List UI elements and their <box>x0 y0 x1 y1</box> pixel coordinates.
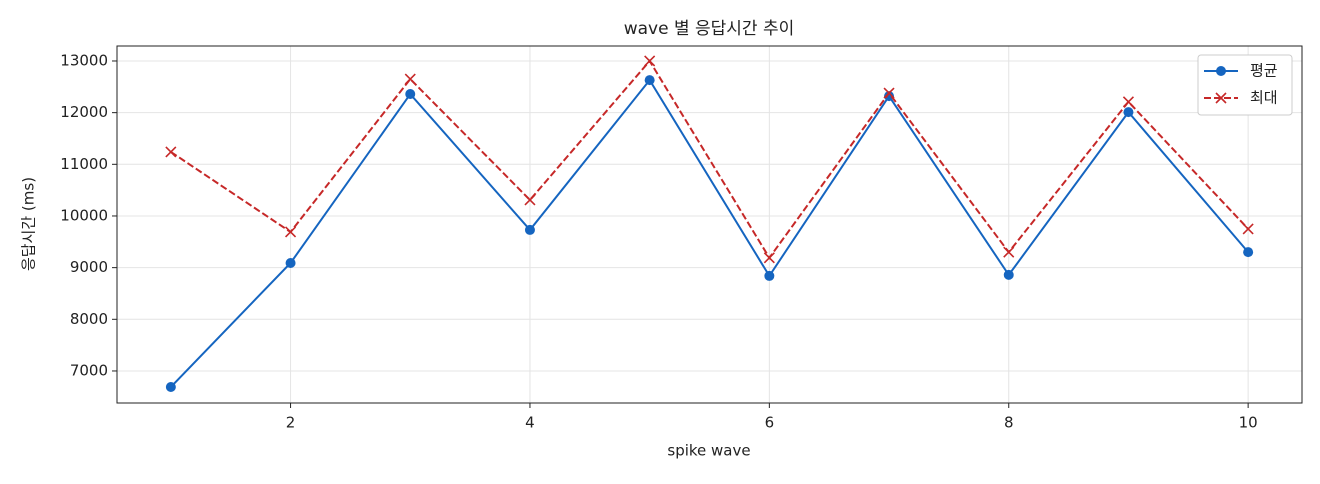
marker <box>1242 223 1254 235</box>
marker <box>524 194 536 206</box>
marker <box>644 55 656 67</box>
legend-box <box>1197 54 1293 116</box>
marker <box>405 89 416 100</box>
marker <box>1123 107 1134 118</box>
marker <box>763 252 775 264</box>
marker <box>1003 246 1015 258</box>
plot-frame <box>116 45 1303 404</box>
legend-label: 평균 <box>1250 62 1278 80</box>
x-tick-label: 2 <box>286 414 296 432</box>
legend-label: 최대 <box>1250 89 1278 107</box>
chart-title: wave 별 응답시간 추이 <box>624 19 795 39</box>
marker <box>404 73 416 85</box>
series-line <box>170 59 1249 260</box>
x-tick-label: 8 <box>1004 414 1014 432</box>
marker <box>165 146 177 158</box>
y-tick-label: 11000 <box>60 155 108 173</box>
marker <box>883 87 895 99</box>
y-tick-label: 10000 <box>60 206 108 224</box>
marker <box>1243 247 1254 258</box>
x-tick-label: 10 <box>1239 414 1258 432</box>
x-tick-label: 4 <box>525 414 535 432</box>
y-tick-label: 9000 <box>70 258 108 276</box>
marker <box>644 75 655 86</box>
marker <box>884 91 895 102</box>
x-tick-label: 6 <box>765 414 775 432</box>
y-tick-label: 7000 <box>70 361 108 379</box>
marker <box>764 270 775 281</box>
marker <box>1216 66 1226 76</box>
y-tick-label: 8000 <box>70 310 108 328</box>
x-axis-label: spike wave <box>667 442 750 460</box>
marker <box>524 224 535 235</box>
marker <box>285 257 296 268</box>
marker <box>165 381 176 392</box>
series-line <box>170 78 1249 388</box>
y-tick-label: 12000 <box>60 103 108 121</box>
marker <box>1003 269 1014 280</box>
marker <box>1215 92 1227 104</box>
y-tick-label: 13000 <box>60 51 108 69</box>
marker <box>1122 96 1135 108</box>
marker <box>284 226 297 238</box>
y-axis-label: 응답시간 (ms) <box>20 177 38 271</box>
